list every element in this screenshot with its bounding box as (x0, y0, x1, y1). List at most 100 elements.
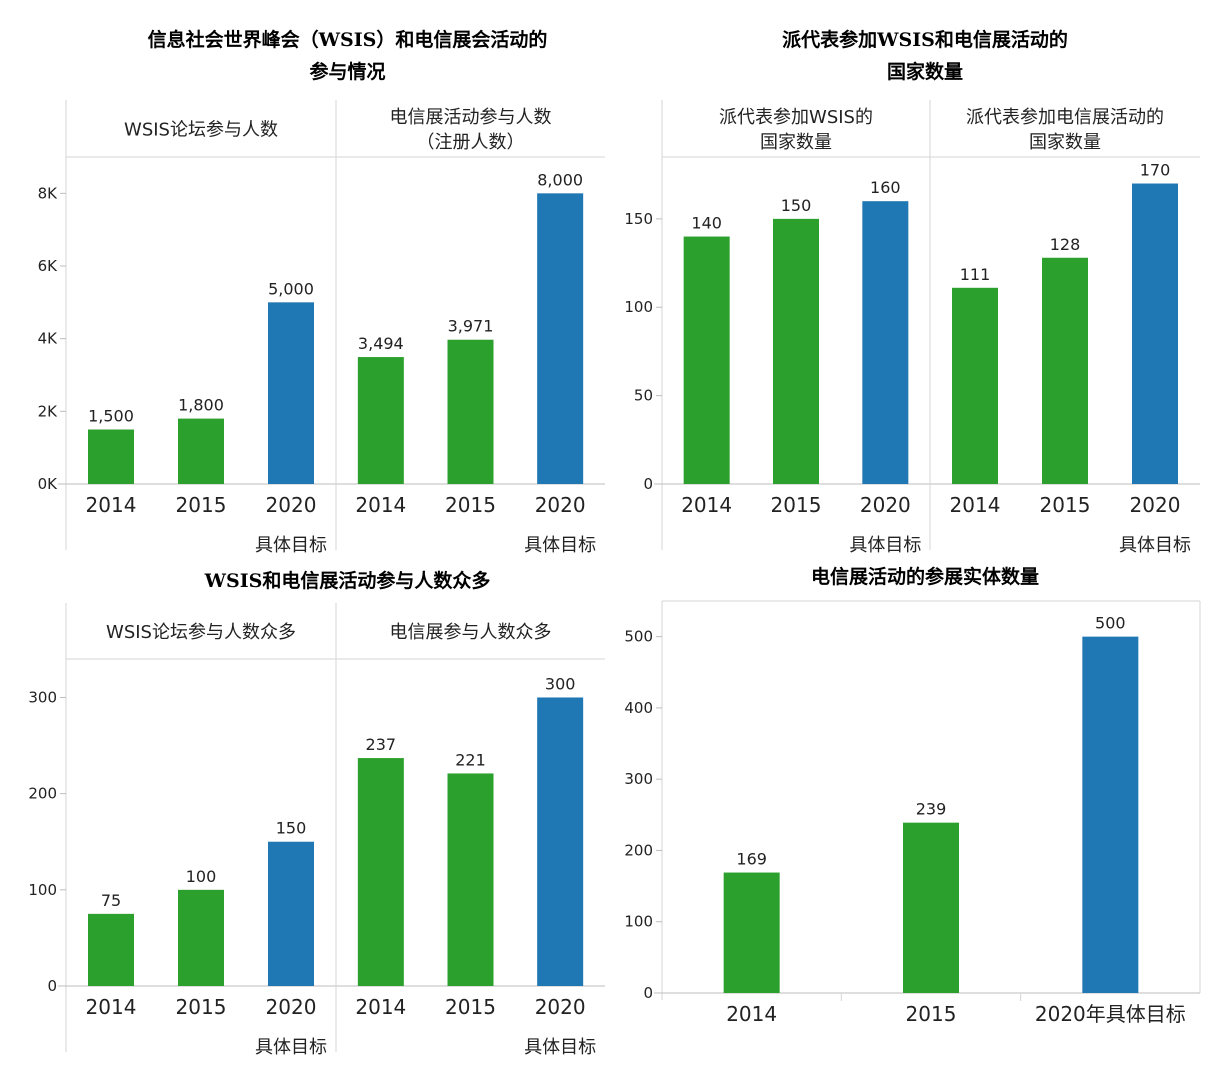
chart-2-panel-1-header: 国家数量 (760, 132, 832, 153)
chart-1-panel-2-footnote: 具体目标 (524, 535, 596, 556)
chart-3-panel-1-bar-2015 (178, 889, 224, 986)
chart-1-ytick-label: 6K (38, 257, 59, 275)
chart-1-title-line-2: 参与情况 (309, 61, 386, 83)
chart-1-panel-2-category-label: 2014 (355, 493, 406, 517)
chart-4-panel-1-bar-2020年具体目标 (1082, 636, 1139, 993)
chart-4-panel-1-data-label: 239 (916, 800, 947, 819)
chart-3-panel-1-data-label: 100 (186, 867, 217, 886)
chart-2-panel-1-data-label: 140 (691, 214, 722, 233)
chart-3-panel-2-category-label: 2020 (535, 995, 586, 1019)
chart-2-panel-1-category-label: 2014 (681, 493, 732, 517)
chart-3-panel-2-data-label: 237 (366, 735, 397, 754)
chart-3-panel-2-bar-2020 (537, 697, 584, 986)
chart-1-panel-2-data-label: 3,494 (358, 334, 404, 353)
chart-1-panel-2-bar-2014 (357, 357, 404, 484)
chart-1-panel-2-data-label: 3,971 (448, 317, 494, 336)
chart-3-panel-2-footnote: 具体目标 (524, 1037, 596, 1058)
chart-1-ytick-label: 0K (38, 475, 59, 493)
chart-2-title: 派代表参加WSIS和电信展活动的 国家数量 (640, 24, 1210, 88)
chart-2-panel-1-category-label: 2020 (860, 493, 911, 517)
chart-2-panel-1-footnote: 具体目标 (849, 535, 921, 556)
chart-3-ytick-label: 200 (28, 785, 57, 803)
chart-3-panel-1-header: WSIS论坛参与人数众多 (106, 622, 296, 643)
chart-2-panel-2-data-label: 170 (1140, 161, 1171, 180)
chart-1-panel-1-bar-2020 (268, 302, 314, 484)
chart-2-panel-2-header: 派代表参加电信展活动的 (966, 107, 1164, 128)
chart-3-panel-2-bar-2014 (357, 758, 404, 986)
chart-3-title-line-1: WSIS和电信展活动参与人数众多 (204, 570, 491, 592)
chart-2-panel-2-footnote: 具体目标 (1119, 535, 1191, 556)
chart-3-panel-1-footnote: 具体目标 (255, 1037, 327, 1058)
chart-2-ytick-label: 100 (624, 298, 653, 316)
chart-2-panel-1-data-label: 150 (781, 196, 812, 215)
chart-1-ytick-label: 4K (38, 330, 59, 348)
chart-4-ytick-label: 400 (624, 699, 653, 717)
chart-3-panel-1-category-label: 2020 (266, 995, 317, 1019)
chart-4-panel-1-bar-2015 (903, 822, 959, 993)
chart-1-panel-2-bar-2015 (447, 339, 494, 484)
chart-2-panel-1-data-label: 160 (870, 178, 901, 197)
chart-4-panel-1-category-label: 2015 (906, 1002, 957, 1026)
chart-2-panel-1-header: 派代表参加WSIS的 (719, 107, 873, 128)
chart-4-ytick-label: 100 (624, 913, 653, 931)
chart-2-panel-2-header: 国家数量 (1029, 132, 1101, 153)
chart-4-ytick-label: 0 (643, 984, 653, 1002)
chart-4-ytick-label: 200 (624, 841, 653, 859)
chart-4-ytick-label: 300 (624, 770, 653, 788)
chart-3-panel-2-bar-2015 (447, 773, 494, 986)
chart-2-title-line-1: 派代表参加WSIS和电信展活动的 (782, 29, 1068, 51)
chart-2-panel-1-bar-2015 (773, 218, 819, 484)
chart-1-panel-1-footnote: 具体目标 (255, 535, 327, 556)
chart-2-ytick-label: 50 (634, 387, 653, 405)
chart-3-title: WSIS和电信展活动参与人数众多 (60, 565, 635, 597)
chart-3-panel-2-header: 电信展参与人数众多 (390, 622, 552, 643)
chart-1-panel-1-data-label: 1,500 (88, 407, 134, 426)
chart-3-panel-2-category-label: 2015 (445, 995, 496, 1019)
chart-1-panel-2-category-label: 2020 (535, 493, 586, 517)
chart-3-panel-2-data-label: 300 (545, 674, 576, 693)
chart-1-panel-2-bar-2020 (537, 193, 584, 485)
chart-1-title: 信息社会世界峰会（WSIS）和电信展会活动的 参与情况 (60, 24, 635, 88)
chart-4-panel-1-category-label: 2020年具体目标 (1035, 1002, 1186, 1026)
chart-2-panel-2-bar-2020 (1132, 183, 1178, 484)
chart-2-panel-2-category-label: 2015 (1040, 493, 1091, 517)
chart-1-ytick-label: 2K (38, 402, 59, 420)
chart-3-panel-1-bar-2014 (88, 913, 134, 986)
chart-2-panel-2-category-label: 2020 (1130, 493, 1181, 517)
chart-4-ytick-label: 500 (624, 628, 653, 646)
chart-2-panel-2-bar-2015 (1042, 257, 1088, 484)
chart-1-ytick-label: 8K (38, 184, 59, 202)
chart-3-panel-1-data-label: 150 (276, 819, 307, 838)
chart-1-panel-2-category-label: 2015 (445, 493, 496, 517)
chart-3-ytick-label: 100 (28, 881, 57, 899)
chart-3-panel-1-bar-2020 (268, 841, 314, 986)
chart-2-panel-1-bar-2014 (683, 236, 730, 484)
chart-1-panel-1-category-label: 2020 (266, 493, 317, 517)
chart-3-ytick-label: 300 (28, 688, 57, 706)
chart-2-title-line-2: 国家数量 (886, 61, 963, 83)
chart-1-panel-1-category-label: 2015 (176, 493, 227, 517)
chart-1-panel-2-data-label: 8,000 (537, 170, 583, 189)
chart-1-title-line-1: 信息社会世界峰会（WSIS）和电信展会活动的 (147, 29, 548, 51)
chart-2-ytick-label: 0 (643, 475, 653, 493)
chart-1-panel-1-header: WSIS论坛参与人数 (124, 120, 278, 141)
chart-4-title-line-1: 电信展活动的参展实体数量 (810, 566, 1039, 588)
chart-2-panel-2-data-label: 111 (960, 265, 991, 284)
chart-4-panel-1-data-label: 500 (1095, 614, 1126, 633)
chart-3-panel-2-category-label: 2014 (355, 995, 406, 1019)
chart-2-panel-1-category-label: 2015 (771, 493, 822, 517)
chart-1-panel-1-category-label: 2014 (86, 493, 137, 517)
chart-2-ytick-label: 150 (624, 210, 653, 228)
chart-1-panel-1-data-label: 5,000 (268, 279, 314, 298)
chart-2-panel-1-bar-2020 (862, 201, 909, 484)
chart-1-panel-2-header: （注册人数） (417, 132, 525, 153)
chart-3-panel-1-data-label: 75 (101, 891, 121, 910)
chart-4-panel-1-data-label: 169 (736, 850, 767, 869)
chart-3-panel-1-category-label: 2014 (86, 995, 137, 1019)
chart-2-panel-2-bar-2014 (952, 287, 998, 484)
chart-3-ytick-label: 0 (47, 977, 57, 995)
chart-2-panel-2-data-label: 128 (1050, 235, 1081, 254)
chart-1-panel-1-bar-2015 (178, 418, 224, 484)
chart-1-panel-1-data-label: 1,800 (178, 396, 224, 415)
